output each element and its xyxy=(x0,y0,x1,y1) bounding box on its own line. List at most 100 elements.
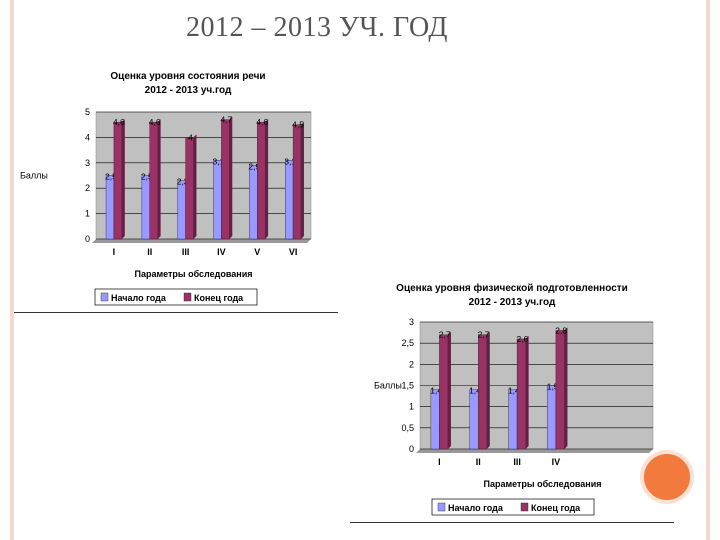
legend-box xyxy=(94,288,258,306)
bar xyxy=(257,121,266,240)
data-label: 2,8 xyxy=(555,325,567,335)
data-label: 4 xyxy=(188,132,193,142)
y-tick-label: 0,5 xyxy=(401,423,414,433)
data-label: 3,1 xyxy=(284,156,296,166)
data-label: 4,7 xyxy=(220,115,232,125)
chart-subtitle: 2012 - 2013 уч.год xyxy=(469,297,556,308)
x-tick-label: VI xyxy=(289,247,298,257)
data-label: 2,5 xyxy=(141,172,153,182)
speech-chart: Оценка уровня состояния речи 2012 - 2013 … xyxy=(20,62,320,312)
legend-label: Начало года xyxy=(448,503,504,513)
bar xyxy=(516,338,526,450)
y-tick-label: 4 xyxy=(85,132,90,142)
legend-swatch xyxy=(520,502,529,512)
x-tick-label: II xyxy=(476,457,481,467)
y-tick-label: 2 xyxy=(85,183,90,193)
x-axis-label: Параметры обследования xyxy=(134,269,252,279)
data-label: 2,7 xyxy=(439,330,451,340)
bar xyxy=(105,175,115,240)
data-label: 4,6 xyxy=(149,117,161,127)
data-label: 2,7 xyxy=(478,330,490,340)
data-label: 2,5 xyxy=(105,172,117,182)
x-tick-label: IV xyxy=(217,247,226,257)
y-tick-label: 1,5 xyxy=(401,381,414,391)
bar xyxy=(213,160,222,240)
x-tick-label: II xyxy=(147,247,152,257)
data-label: 2,3 xyxy=(177,177,189,187)
legend-swatch xyxy=(100,292,109,302)
y-tick-label: 3 xyxy=(85,158,90,168)
bar xyxy=(149,121,158,240)
bar xyxy=(292,124,302,240)
bar-side xyxy=(564,327,568,449)
legend-label: Конец года xyxy=(531,503,581,513)
x-tick-label: I xyxy=(438,457,441,467)
data-label: 3,1 xyxy=(213,156,225,166)
y-tick-label: 1 xyxy=(85,209,90,219)
bar xyxy=(141,175,150,240)
bar xyxy=(185,137,194,240)
legend-label: Начало года xyxy=(111,293,167,303)
y-axis-label: Баллы xyxy=(374,381,402,391)
x-tick-label: IV xyxy=(552,457,561,467)
data-label: 1,4 xyxy=(469,386,481,396)
chart-svg: Оценка уровня физической подготовленност… xyxy=(374,282,654,516)
chart-title: Оценка уровня физической подготовленност… xyxy=(396,282,628,294)
bar xyxy=(430,389,440,450)
y-tick-label: 0 xyxy=(409,444,414,454)
y-tick-label: 2,5 xyxy=(401,338,414,348)
data-label: 2,9 xyxy=(248,161,260,171)
bar-side xyxy=(229,116,233,239)
plot-area xyxy=(95,111,312,240)
data-label: 4,5 xyxy=(292,120,304,130)
y-tick-label: 1 xyxy=(409,402,414,412)
legend-label: Конец года xyxy=(194,293,244,303)
x-tick-label: III xyxy=(182,247,190,257)
bar xyxy=(547,385,557,450)
y-tick-label: 2 xyxy=(409,359,414,369)
page-title: 2012 – 2013 УЧ. ГОД xyxy=(186,12,448,43)
data-label: 2,6 xyxy=(516,334,528,344)
chart-title: Оценка уровня состояния речи xyxy=(110,71,265,82)
physical-chart: Оценка уровня физической подготовленност… xyxy=(350,274,680,524)
bar xyxy=(508,389,518,450)
x-tick-label: III xyxy=(513,457,521,467)
bar-side xyxy=(121,119,125,239)
bar-side xyxy=(525,335,529,449)
bar-side xyxy=(300,121,304,239)
bar xyxy=(439,334,449,450)
x-tick-label: I xyxy=(113,247,116,257)
bar xyxy=(249,165,258,240)
data-label: 1,4 xyxy=(430,386,442,396)
bar xyxy=(555,330,565,450)
bar xyxy=(113,121,122,240)
y-tick-label: 5 xyxy=(85,107,90,117)
plot-floor xyxy=(92,239,311,243)
bar xyxy=(478,334,487,450)
slide-frame-left xyxy=(10,0,14,540)
bar xyxy=(177,180,186,240)
divider-line-bottom xyxy=(350,522,674,523)
bar-side xyxy=(447,331,451,449)
bar-side xyxy=(193,134,197,239)
data-label: 4,6 xyxy=(256,117,268,127)
legend-box xyxy=(431,498,595,516)
y-axis-label: Баллы xyxy=(20,171,48,181)
bar xyxy=(285,160,294,240)
chart-svg: Оценка уровня состояния речи 2012 - 2013 … xyxy=(20,71,312,306)
legend-swatch xyxy=(183,292,192,302)
x-tick-label: V xyxy=(254,247,260,257)
y-tick-label: 3 xyxy=(409,317,414,327)
data-label: 1,5 xyxy=(547,382,559,392)
x-axis-label: Параметры обследования xyxy=(483,479,601,489)
chart-subtitle: 2012 - 2013 уч.год xyxy=(145,85,232,96)
data-label: 1,4 xyxy=(508,386,520,396)
bar xyxy=(469,389,479,450)
bar xyxy=(221,119,230,240)
data-label: 4,6 xyxy=(113,117,125,127)
bar-side xyxy=(157,119,161,239)
divider-line-top xyxy=(14,312,338,313)
y-tick-label: 0 xyxy=(85,234,90,244)
legend-swatch xyxy=(437,502,446,512)
bar-side xyxy=(265,119,269,239)
